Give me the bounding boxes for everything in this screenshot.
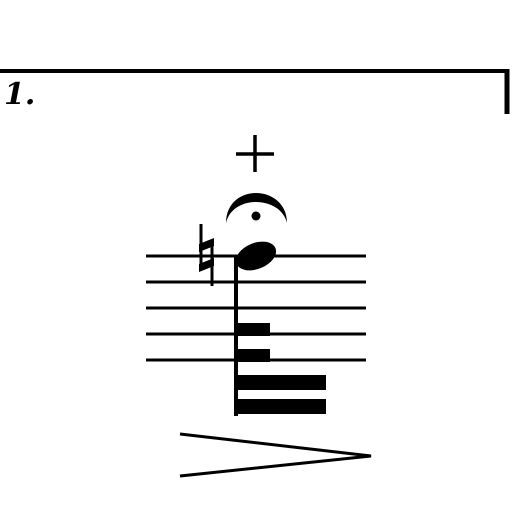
decrescendo-hairpin-icon: [179, 432, 372, 478]
fermata-icon: [226, 193, 287, 223]
beam-left: [234, 323, 270, 336]
note: [234, 241, 326, 416]
stopped-articulation-icon: [236, 135, 274, 172]
beam-right: [234, 375, 326, 390]
beam-right: [234, 399, 326, 414]
staff: [146, 254, 366, 362]
notehead: [235, 241, 277, 271]
natural-sign-icon: [199, 224, 214, 286]
volta-bracket: 1.: [0, 69, 510, 114]
volta-number: 1.: [4, 77, 35, 112]
beam-left: [234, 349, 270, 362]
